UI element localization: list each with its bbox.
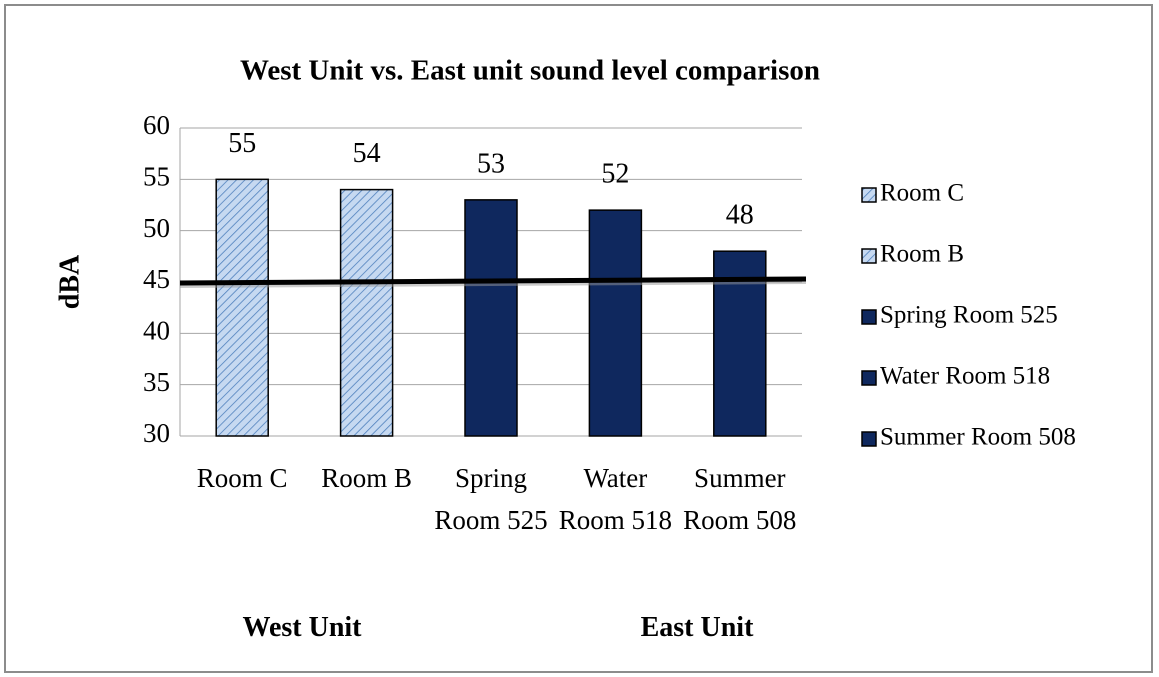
bar xyxy=(339,188,394,437)
y-tick-label: 50 xyxy=(143,213,170,243)
reference-line xyxy=(179,276,807,286)
legend-label: Room C xyxy=(880,180,964,207)
x-tick-label: Summer Room 508 xyxy=(683,463,797,535)
bar xyxy=(588,209,643,437)
x-tick-label: Water Room 518 xyxy=(558,463,673,535)
x-tick-label: Spring Room 525 xyxy=(434,463,548,535)
y-tick-label: 55 xyxy=(143,162,170,192)
legend-swatch xyxy=(861,248,877,264)
legend-swatch xyxy=(861,187,877,203)
bar xyxy=(464,199,518,437)
data-label: 55 xyxy=(228,128,256,159)
legend-label: Spring Room 525 xyxy=(880,302,1058,329)
legend-label: Summer Room 508 xyxy=(880,424,1076,451)
x-tick-label: Room B xyxy=(321,463,412,493)
group-label: West Unit xyxy=(242,612,362,643)
y-tick-label: 40 xyxy=(143,316,170,346)
chart-title: West Unit vs. East unit sound level comp… xyxy=(240,55,820,87)
group-label: East Unit xyxy=(640,612,754,643)
frame xyxy=(4,4,1153,673)
data-label: 52 xyxy=(601,159,629,190)
y-tick-label: 60 xyxy=(143,110,170,140)
y-tick-label: 30 xyxy=(143,418,170,448)
y-tick-label: 45 xyxy=(143,264,170,294)
legend-label: Room B xyxy=(880,241,964,268)
x-tick-label: Room C xyxy=(196,463,288,493)
legend-swatch xyxy=(861,370,877,386)
bar xyxy=(215,178,269,437)
y-axis-label: dBA xyxy=(54,254,85,309)
data-label: 54 xyxy=(353,138,381,169)
data-label: 53 xyxy=(477,148,505,179)
legend-swatch xyxy=(861,431,877,447)
data-label: 48 xyxy=(726,200,754,231)
legend-swatch xyxy=(861,309,877,325)
legend-label: Water Room 518 xyxy=(880,363,1050,390)
y-tick-label: 35 xyxy=(143,367,170,397)
